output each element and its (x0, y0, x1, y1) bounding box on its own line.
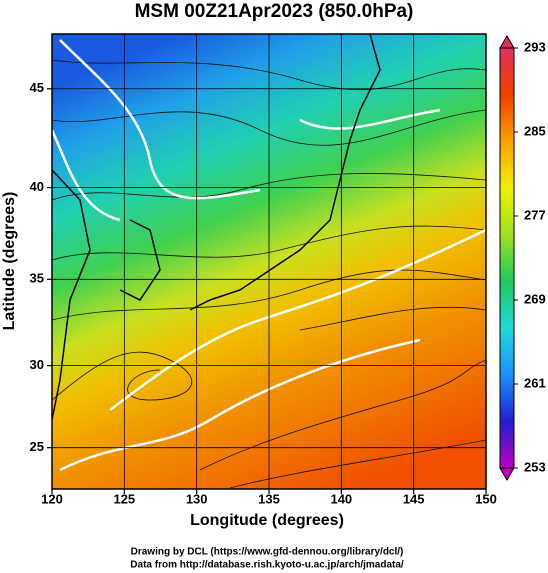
x-tick-label: 125 (113, 491, 135, 506)
y-tick-label: 35 (30, 271, 44, 286)
y-tick-label: 40 (30, 179, 44, 194)
y-axis-label: Latitude (degrees) (1, 192, 18, 331)
x-axis-label: Longitude (degrees) (190, 512, 344, 529)
credit: Drawing by DCL (https://www.gfd-dennou.o… (131, 547, 404, 558)
x-tick-label: 145 (403, 491, 425, 506)
colorbar-extend-bottom (499, 467, 515, 481)
x-tick-label: 135 (258, 491, 280, 506)
plot-frame (51, 33, 487, 490)
colorbar-tick-label: 269 (524, 291, 546, 306)
colorbar-tick-label: 261 (524, 375, 546, 390)
colorbar (499, 47, 515, 469)
x-tick-label: 140 (330, 491, 352, 506)
chart-title: MSM 00Z21Apr2023 (850.0hPa) (135, 1, 414, 22)
colorbar-tick-label: 277 (524, 207, 546, 222)
credit: Data from http://database.rish.kyoto-u.a… (130, 560, 404, 571)
x-tick-label: 120 (41, 491, 63, 506)
y-tick-label: 45 (30, 80, 44, 95)
y-tick-label: 25 (30, 439, 44, 454)
coastline (52, 34, 381, 421)
colorbar-extend-top (499, 35, 515, 49)
x-tick-label: 150 (475, 491, 497, 506)
streamlines (52, 59, 486, 489)
colorbar-tick-label: 293 (524, 39, 546, 54)
y-tick-label: 30 (30, 357, 44, 372)
x-tick-label: 130 (186, 491, 208, 506)
colorbar-tick-label: 253 (524, 459, 546, 474)
axes: 120 125 130 135 140 145 150 25 30 35 40 45 (30, 34, 497, 506)
colorbar-tick-label: 285 (524, 123, 546, 138)
isotherms (52, 39, 486, 472)
